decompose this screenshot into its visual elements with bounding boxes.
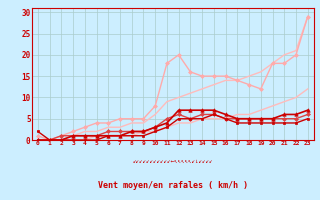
Text: Vent moyen/en rafales ( km/h ): Vent moyen/en rafales ( km/h )	[98, 182, 248, 190]
Text: ↙↙↙↙↙↙↙↙↙↙↙←↖↖↖↖↖↙↓↙↙↙↙: ↙↙↙↙↙↙↙↙↙↙↙←↖↖↖↖↖↙↓↙↙↙↙	[132, 158, 213, 164]
